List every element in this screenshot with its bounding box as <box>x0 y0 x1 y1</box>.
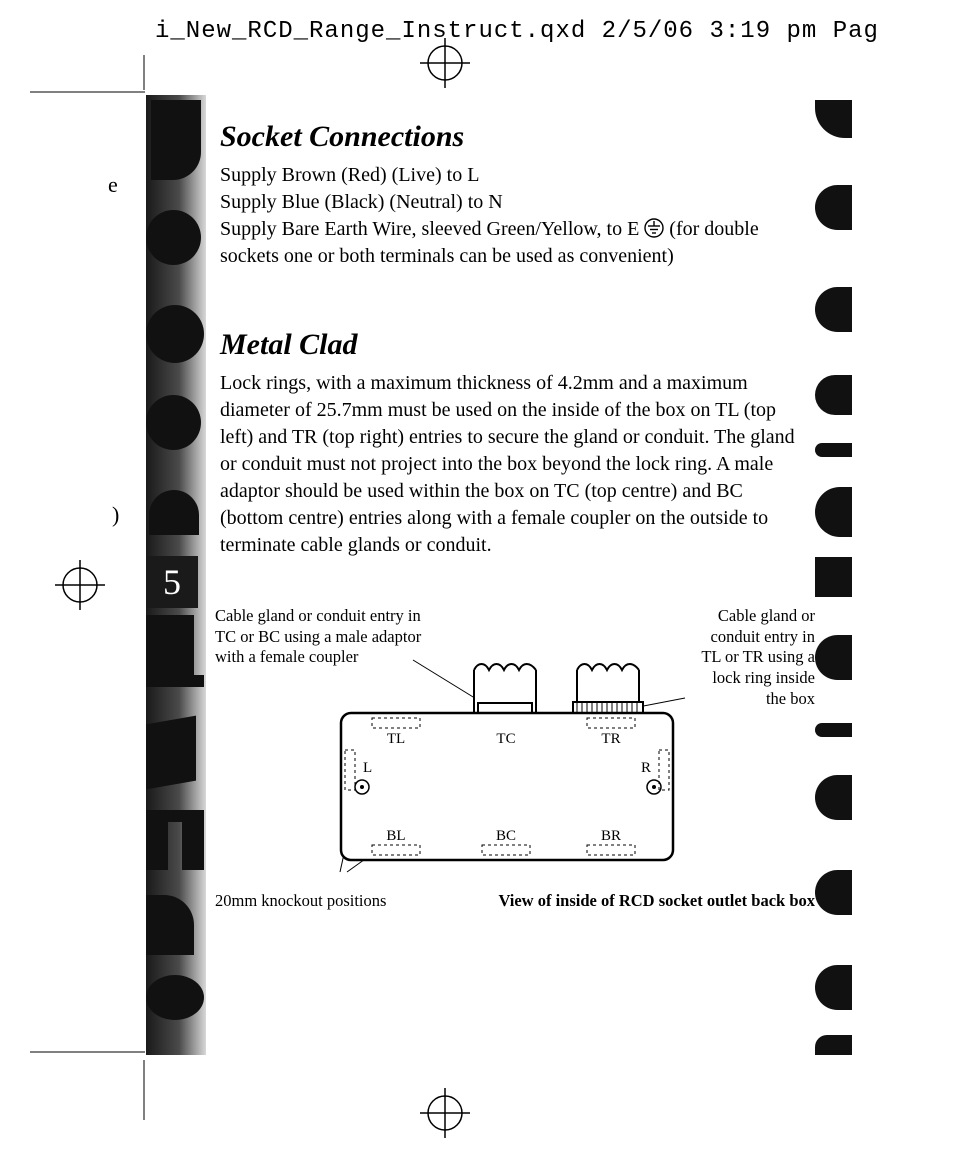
registration-top <box>420 38 470 88</box>
label-tr: TR <box>601 731 620 747</box>
label-br: BR <box>601 828 621 844</box>
label-bc: BC <box>496 828 516 844</box>
right-decor-strip <box>815 95 852 1055</box>
back-box-diagram: TL TC TR L R BL BC BR <box>215 600 815 890</box>
registration-bottom <box>420 1088 470 1138</box>
bleed-fragment-paren: ) <box>112 502 119 528</box>
section1-line1: Supply Brown (Red) (Live) to L <box>220 162 805 189</box>
cropmark-top-left <box>30 88 145 96</box>
section1-title: Socket Connections <box>220 120 805 154</box>
page-number-badge: 5 <box>146 556 198 608</box>
section1-line3: Supply Bare Earth Wire, sleeved Green/Ye… <box>220 216 805 270</box>
earth-symbol-icon <box>644 218 664 238</box>
section1-line3a: Supply Bare Earth Wire, sleeved Green/Ye… <box>220 218 644 240</box>
label-tc: TC <box>496 731 515 747</box>
label-r: R <box>641 760 651 776</box>
label-l: L <box>363 760 372 776</box>
section2-title: Metal Clad <box>220 328 805 362</box>
registration-left <box>55 560 105 610</box>
bleed-fragment-e: e <box>108 172 118 198</box>
gland-hatched <box>573 664 643 713</box>
main-content: Socket Connections Supply Brown (Red) (L… <box>220 120 805 559</box>
diagram-caption-left: 20mm knockout positions <box>215 891 386 911</box>
cropmark-top-left-v <box>140 0 148 90</box>
diagram-caption-right: View of inside of RCD socket outlet back… <box>498 891 815 911</box>
cropmark-bottom-left <box>30 1048 145 1056</box>
print-header: i_New_RCD_Range_Instruct.qxd 2/5/06 3:19… <box>155 18 879 45</box>
cropmark-bottom-left-v <box>140 1060 148 1120</box>
label-tl: TL <box>387 731 405 747</box>
section2-body: Lock rings, with a maximum thickness of … <box>220 370 805 559</box>
label-bl: BL <box>386 828 405 844</box>
diagram-area: Cable gland or conduit entry in TC or BC… <box>215 600 815 920</box>
section1-line2: Supply Blue (Black) (Neutral) to N <box>220 189 805 216</box>
